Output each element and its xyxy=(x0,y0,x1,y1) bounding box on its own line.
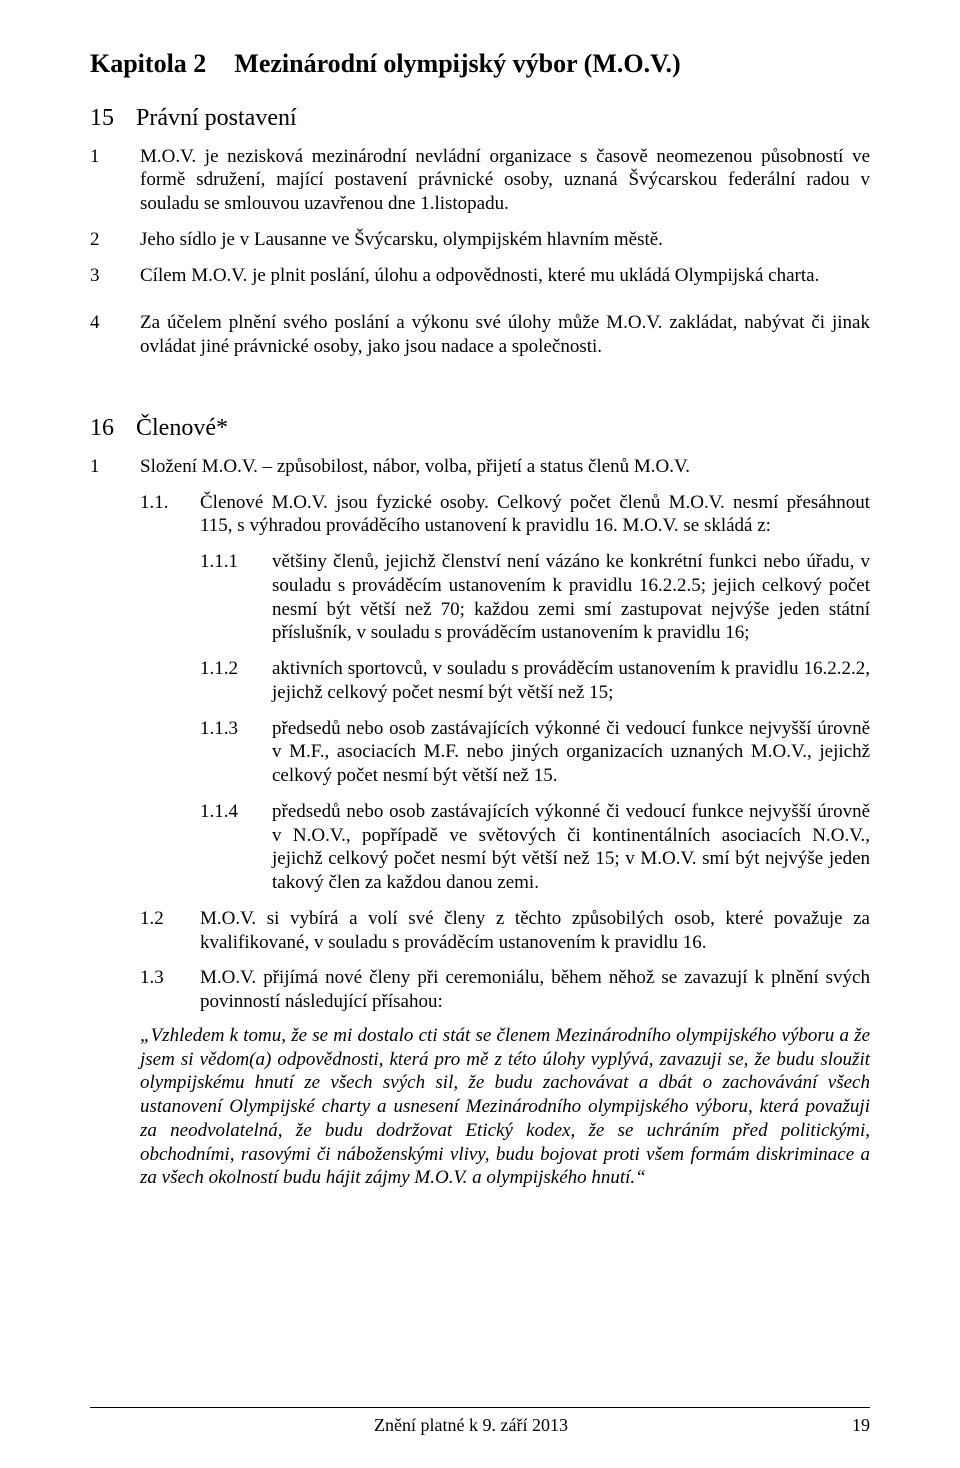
item-text: aktivních sportovců, v souladu s provádě… xyxy=(272,657,870,705)
s16-1-2: 1.2 M.O.V. si vybírá a volí své členy z … xyxy=(140,907,870,955)
section-16-heading: 16 Členové* xyxy=(90,413,870,443)
chapter-heading: Kapitola 2 Mezinárodní olympijský výbor … xyxy=(90,48,870,81)
item-number: 1.1. xyxy=(140,491,182,539)
section-number: 15 xyxy=(90,103,114,133)
section-title: Členové* xyxy=(136,413,228,443)
item-text: většiny členů, jejichž členství není váz… xyxy=(272,550,870,645)
section-number: 16 xyxy=(90,413,114,443)
item-number: 1.3 xyxy=(140,966,182,1014)
s16-1-1-4: 1.1.4 předsedů nebo osob zastávajících v… xyxy=(200,800,870,895)
chapter-title-text: Mezinárodní olympijský výbor (M.O.V.) xyxy=(234,48,680,81)
s15-item-1: 1 M.O.V. je nezisková mezinárodní nevlád… xyxy=(90,145,870,216)
item-text: M.O.V. přijímá nové členy při ceremoniál… xyxy=(200,966,870,1014)
item-text: Za účelem plnění svého poslání a výkonu … xyxy=(140,311,870,359)
item-number: 1 xyxy=(90,455,118,479)
s16-1-1-1: 1.1.1 většiny členů, jejichž členství ne… xyxy=(200,550,870,645)
item-number: 4 xyxy=(90,311,118,359)
item-number: 2 xyxy=(90,228,118,252)
item-text: předsedů nebo osob zastávajících výkonné… xyxy=(272,717,870,788)
item-text: Jeho sídlo je v Lausanne ve Švýcarsku, o… xyxy=(140,228,870,252)
s15-item-4: 4 Za účelem plnění svého poslání a výkon… xyxy=(90,311,870,359)
item-text: M.O.V. si vybírá a volí své členy z těch… xyxy=(200,907,870,955)
s16-1-1: 1.1. Členové M.O.V. jsou fyzické osoby. … xyxy=(140,491,870,539)
page-number: 19 xyxy=(852,1414,870,1437)
item-text: M.O.V. je nezisková mezinárodní nevládní… xyxy=(140,145,870,216)
item-number: 1.1.2 xyxy=(200,657,254,705)
item-text: Členové M.O.V. jsou fyzické osoby. Celko… xyxy=(200,491,870,539)
page-footer: Znění platné k 9. září 2013 19 xyxy=(90,1414,870,1437)
item-number: 1 xyxy=(90,145,118,216)
footer-divider xyxy=(90,1407,870,1408)
footer-center: Znění platné k 9. září 2013 xyxy=(374,1414,568,1437)
section-title: Právní postavení xyxy=(136,103,297,133)
chapter-number: Kapitola 2 xyxy=(90,48,206,81)
s15-item-3: 3 Cílem M.O.V. je plnit poslání, úlohu a… xyxy=(90,264,870,288)
item-text: Složení M.O.V. – způsobilost, nábor, vol… xyxy=(140,455,870,479)
item-text: Cílem M.O.V. je plnit poslání, úlohu a o… xyxy=(140,264,870,288)
s16-1-3: 1.3 M.O.V. přijímá nové členy při ceremo… xyxy=(140,966,870,1014)
section-15-heading: 15 Právní postavení xyxy=(90,103,870,133)
s15-item-2: 2 Jeho sídlo je v Lausanne ve Švýcarsku,… xyxy=(90,228,870,252)
oath-text: „Vzhledem k tomu, že se mi dostalo cti s… xyxy=(140,1024,870,1190)
item-number: 1.1.1 xyxy=(200,550,254,645)
s16-item-1: 1 Složení M.O.V. – způsobilost, nábor, v… xyxy=(90,455,870,479)
s16-1-1-3: 1.1.3 předsedů nebo osob zastávajících v… xyxy=(200,717,870,788)
item-number: 1.1.4 xyxy=(200,800,254,895)
item-number: 1.2 xyxy=(140,907,182,955)
s16-1-1-2: 1.1.2 aktivních sportovců, v souladu s p… xyxy=(200,657,870,705)
item-number: 1.1.3 xyxy=(200,717,254,788)
item-number: 3 xyxy=(90,264,118,288)
item-text: předsedů nebo osob zastávajících výkonné… xyxy=(272,800,870,895)
